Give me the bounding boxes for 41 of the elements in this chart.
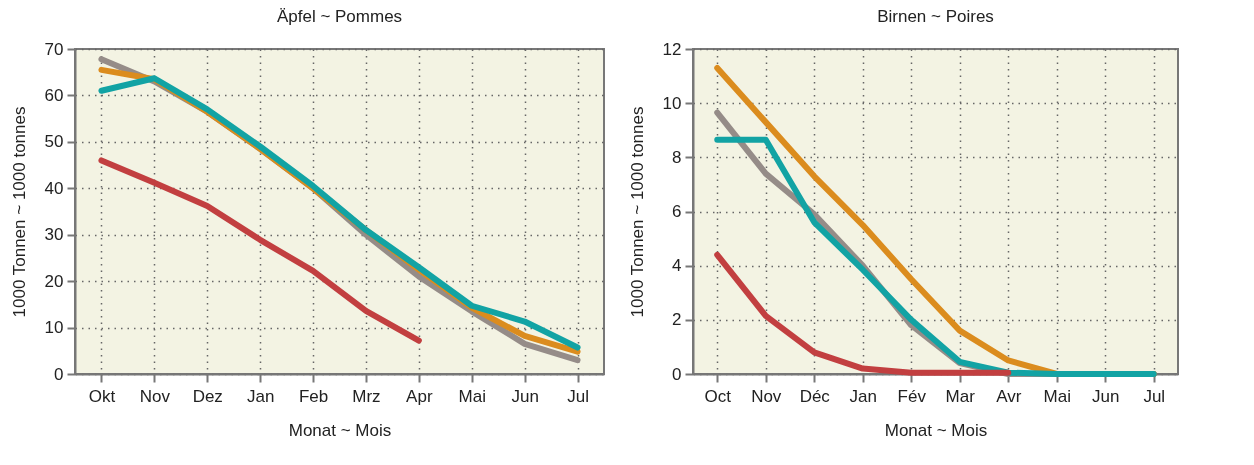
x-tick-label: Nov	[139, 386, 171, 406]
y-axis-title: 1000 Tonnen ~ 1000 tonnes	[9, 106, 29, 318]
x-axis-title: Monat ~ Mois	[884, 420, 988, 440]
x-tick-label: Mar	[945, 386, 976, 406]
x-tick-label: Fév	[897, 386, 927, 406]
x-tick-label: Jun	[1092, 386, 1120, 406]
chart-title: Birnen ~ Poires	[877, 7, 994, 26]
y-tick-label: 6	[672, 202, 682, 221]
y-tick-label: 10	[44, 318, 64, 338]
x-tick-label: Jul	[567, 386, 589, 406]
x-axis-title: Monat ~ Mois	[288, 420, 392, 440]
x-tick-label: Avr	[996, 386, 1022, 406]
y-tick-label: 2	[672, 310, 682, 330]
x-tick-label: Jul	[1143, 386, 1166, 406]
chart-title: Äpfel ~ Pommes	[276, 7, 403, 26]
y-tick-label: 0	[54, 364, 64, 384]
y-axis-title: 1000 Tonnen ~ 1000 tonnes	[627, 106, 647, 318]
y-tick-label: 50	[44, 132, 64, 152]
x-tick-label: Feb	[298, 386, 329, 406]
x-tick-label: Mai	[1043, 386, 1071, 406]
y-tick-label: 70	[44, 39, 64, 59]
x-tick-label: Jan	[246, 386, 275, 406]
y-tick-label: 40	[44, 178, 64, 198]
y-tick-label: 20	[44, 271, 64, 291]
y-tick-label: 0	[672, 364, 682, 384]
y-tick-label: 4	[672, 256, 682, 276]
x-tick-label: Oct	[704, 386, 732, 406]
x-tick-label: Okt	[88, 386, 116, 406]
x-tick-label: Jun	[511, 386, 539, 406]
y-tick-label: 12	[662, 39, 682, 59]
y-tick-label: 30	[44, 225, 64, 245]
x-tick-label: Jan	[849, 386, 877, 406]
y-tick-label: 8	[672, 147, 682, 167]
x-tick-label: Dez	[192, 386, 223, 406]
y-tick-label: 60	[44, 85, 64, 105]
x-tick-label: Mrz	[352, 386, 381, 406]
x-tick-label: Apr	[406, 386, 433, 406]
x-tick-label: Déc	[799, 386, 831, 406]
x-tick-label: Nov	[751, 386, 782, 406]
y-tick-label: 10	[662, 93, 682, 113]
x-tick-label: Mai	[458, 386, 486, 406]
